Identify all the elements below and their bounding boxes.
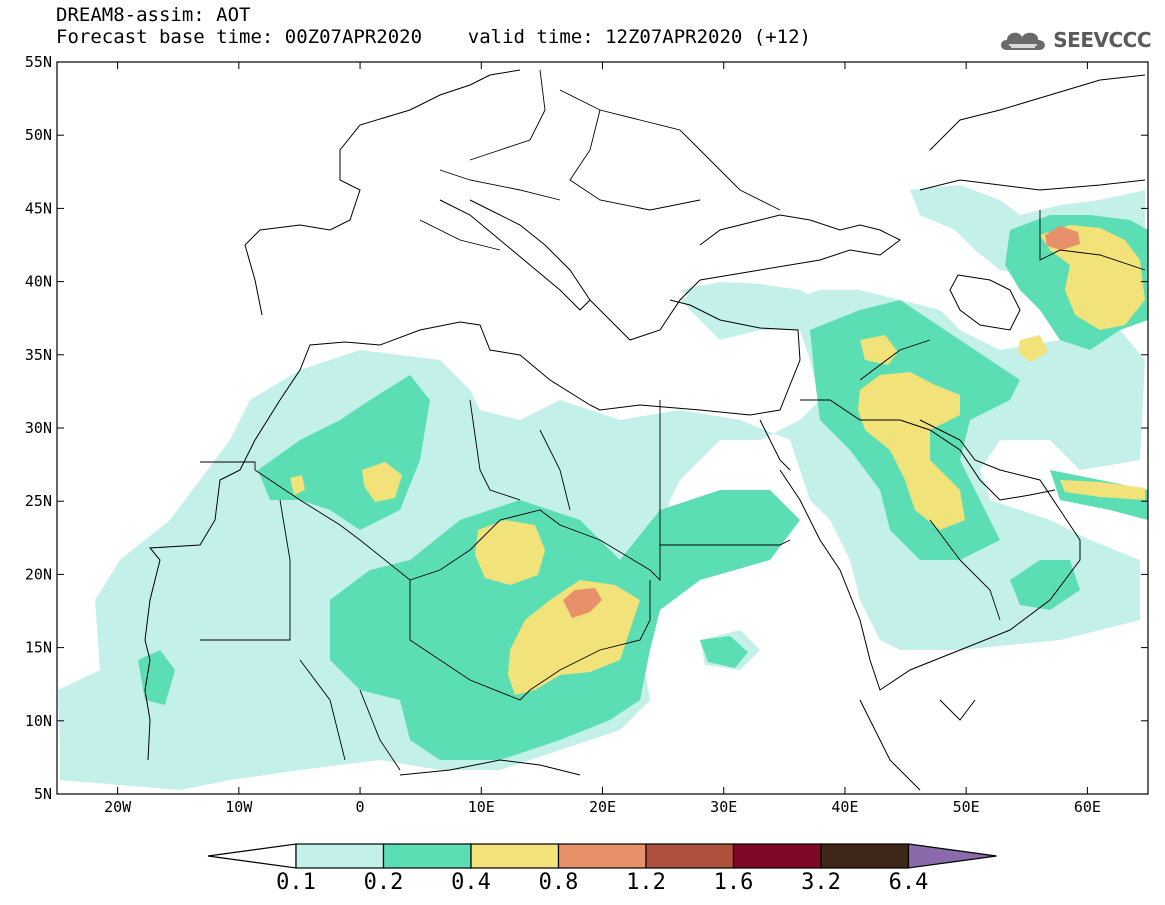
lon-tick-label: 30E <box>710 798 737 816</box>
colorbar-level-label: 0.1 <box>276 870 316 895</box>
country-borders <box>200 69 1146 771</box>
lon-tick-label: 10E <box>468 798 495 816</box>
colorbar-swatch <box>470 843 560 869</box>
latitude-axis: 55N 50N 45N 40N 35N 30N 25N 20N 15N 10N 5N <box>25 53 1148 803</box>
colorbar-level-label: 1.6 <box>714 870 754 895</box>
lat-tick-label: 55N <box>25 53 52 71</box>
lat-tick-label: 15N <box>25 639 52 657</box>
lat-tick-label: 20N <box>25 565 52 583</box>
colorbar-level-label: 0.8 <box>539 870 579 895</box>
colorbar-level-label: 0.4 <box>451 870 491 895</box>
longitude-axis: 20W 10W 0 10E 20E 30E 40E 50E 60E <box>104 62 1101 816</box>
colorbar-level-label: 0.2 <box>364 870 404 895</box>
seevccc-logo: SEEVCCC <box>997 24 1151 56</box>
colorbar-high-extension <box>907 843 997 869</box>
lon-tick-label: 20E <box>589 798 616 816</box>
lon-tick-label: 0 <box>356 798 365 816</box>
lat-tick-label: 40N <box>25 273 52 291</box>
lat-tick-label: 25N <box>25 492 52 510</box>
colorbar-swatch <box>645 843 735 869</box>
lon-tick-label: 40E <box>831 798 858 816</box>
colorbar-swatch <box>820 843 910 869</box>
colorbar-level-label: 6.4 <box>889 870 929 895</box>
lat-tick-label: 5N <box>34 785 52 803</box>
colorbar-swatch <box>557 843 647 869</box>
lon-tick-label: 60E <box>1074 798 1101 816</box>
lon-tick-label: 50E <box>953 798 980 816</box>
cloud-icon <box>1001 32 1046 50</box>
colorbar-swatch <box>732 843 822 869</box>
colorbar-low-extension <box>207 843 297 869</box>
aot-level-0.8 <box>563 226 1080 618</box>
lat-tick-label: 50N <box>25 126 52 144</box>
logo-text: SEEVCCC <box>1053 28 1151 52</box>
forecast-time-info: Forecast base time: 00Z07APR2020 valid t… <box>56 26 811 48</box>
aot-level-0.4 <box>290 225 1145 695</box>
lat-tick-label: 10N <box>25 712 52 730</box>
coastlines <box>144 69 1146 791</box>
lon-tick-label: 10W <box>225 798 253 816</box>
colorbar-level-label: 3.2 <box>801 870 841 895</box>
lat-tick-label: 35N <box>25 346 52 364</box>
lat-tick-label: 30N <box>25 419 52 437</box>
aot-contours <box>58 69 1148 791</box>
colorbar-level-label: 1.2 <box>626 870 666 895</box>
map-title: DREAM8-assim: AOT <box>56 4 251 26</box>
lon-tick-label: 20W <box>104 798 132 816</box>
colorbar-swatch <box>295 843 385 869</box>
lat-tick-label: 45N <box>25 199 52 217</box>
colorbar-swatch <box>382 843 472 869</box>
